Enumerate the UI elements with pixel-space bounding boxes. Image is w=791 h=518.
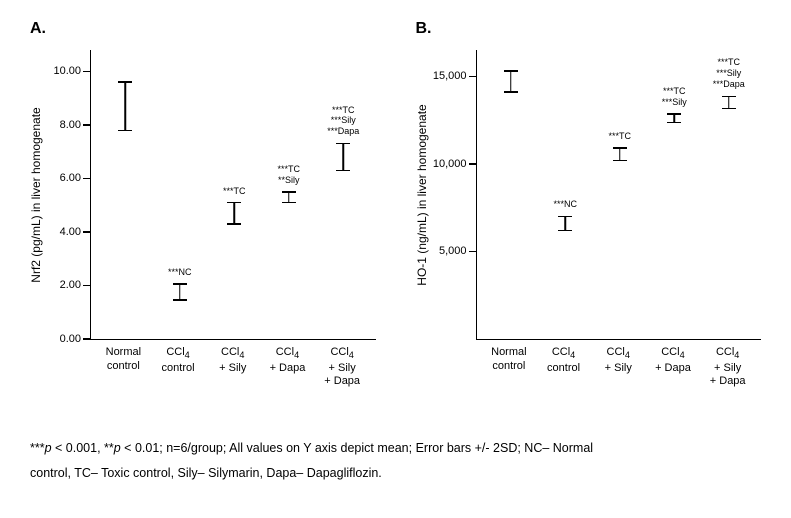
x-label: CCl4+ Dapa [263, 340, 312, 410]
chart-panel-b: B. 5,000 10,000 15,000 ***NC ***TC ***TC***Si… [416, 20, 762, 410]
footnote-p2: p [114, 441, 121, 455]
bar-annotation: ***NC [168, 267, 192, 278]
error-cap [173, 283, 187, 285]
error-cap [336, 143, 350, 145]
y-tick-label: 15,000 [433, 70, 477, 82]
error-cap [118, 81, 132, 83]
error-bar [728, 96, 730, 108]
x-label: CCl4+ Sily [208, 340, 257, 410]
y-tick-label: 4.00 [60, 226, 91, 238]
bar-annotation: ***TC**Sily [277, 164, 300, 186]
error-cap [282, 191, 296, 193]
error-cap [173, 299, 187, 301]
bar-annotation: ***TC***Sily [662, 86, 687, 108]
charts-row: A. 0.002.004.006.008.0010.00***NC***TC**… [30, 20, 761, 410]
chart-panel-a: A. 0.002.004.006.008.0010.00***NC***TC**… [30, 20, 376, 410]
bar-annotation: ***TC***Sily***Dapa [327, 105, 359, 137]
error-cap [504, 91, 518, 93]
y-tick-label: 2.00 [60, 279, 91, 291]
x-label: CCl4control [154, 340, 203, 410]
y-tick-label: 5,000 [439, 245, 477, 257]
panel-b-label: B. [416, 20, 432, 38]
y-tick-label: 10.00 [53, 65, 91, 77]
error-cap [613, 147, 627, 149]
x-label: Normalcontrol [485, 340, 534, 410]
y-tick-label: 10,000 [433, 158, 477, 170]
footnote-stars1: *** [30, 441, 45, 455]
error-bar [510, 71, 512, 92]
x-label: CCl4+ Sily+ Dapa [703, 340, 752, 410]
error-cap [227, 202, 241, 204]
x-label: CCl4+ Sily+ Dapa [318, 340, 367, 410]
footnote-seg2: < 0.01; n=6/group; All values on Y axis … [121, 441, 593, 455]
footnote: ***p < 0.001, **p < 0.01; n=6/group; All… [30, 436, 761, 486]
error-cap [336, 170, 350, 172]
error-bar [234, 203, 236, 224]
footnote-seg1: < 0.001, ** [52, 441, 114, 455]
x-labels: NormalcontrolCCl4controlCCl4+ SilyCCl4+ … [476, 340, 762, 410]
error-cap [667, 122, 681, 124]
error-cap [722, 96, 736, 98]
error-bar [565, 216, 567, 230]
error-bar [619, 148, 621, 160]
footnote-text: ***p < 0.001, **p < 0.01; n=6/group; All… [30, 441, 593, 480]
error-cap [558, 230, 572, 232]
chart-area: 0.002.004.006.008.0010.00***NC***TC***TC… [90, 50, 376, 340]
error-bar [343, 144, 345, 171]
bar-annotation: ***TC***Sily***Dapa [713, 57, 745, 89]
y-axis-label: HO-1 (ng/mL) in liver homogenate [415, 104, 429, 285]
y-tick-label: 8.00 [60, 119, 91, 131]
x-label: CCl4control [539, 340, 588, 410]
footnote-line2: control, TC– Toxic control, Sily– Silyma… [30, 466, 382, 480]
bar-annotation: ***TC [608, 131, 631, 142]
y-axis-label: Nrf2 (pg/mL) in liver homogenate [29, 107, 43, 282]
x-labels: NormalcontrolCCl4controlCCl4+ SilyCCl4+ … [90, 340, 376, 410]
error-cap [227, 223, 241, 225]
error-cap [282, 202, 296, 204]
error-cap [722, 108, 736, 110]
y-tick-label: 0.00 [60, 333, 91, 345]
error-cap [558, 216, 572, 218]
error-bar [179, 284, 181, 300]
bars-container [477, 50, 762, 339]
error-cap [667, 113, 681, 115]
x-label: CCl4+ Dapa [649, 340, 698, 410]
error-cap [118, 130, 132, 132]
y-tick-label: 6.00 [60, 172, 91, 184]
error-cap [504, 70, 518, 72]
x-label: CCl4+ Sily [594, 340, 643, 410]
x-label: Normalcontrol [99, 340, 148, 410]
bar-annotation: ***TC [223, 186, 246, 197]
chart-area: 5,00010,00015,000***NC***TC***TC***Sily*… [476, 50, 762, 340]
panel-a-label: A. [30, 20, 46, 38]
footnote-p1: p [45, 441, 52, 455]
error-cap [613, 160, 627, 162]
error-bar [125, 82, 127, 130]
bar-annotation: ***NC [553, 199, 577, 210]
